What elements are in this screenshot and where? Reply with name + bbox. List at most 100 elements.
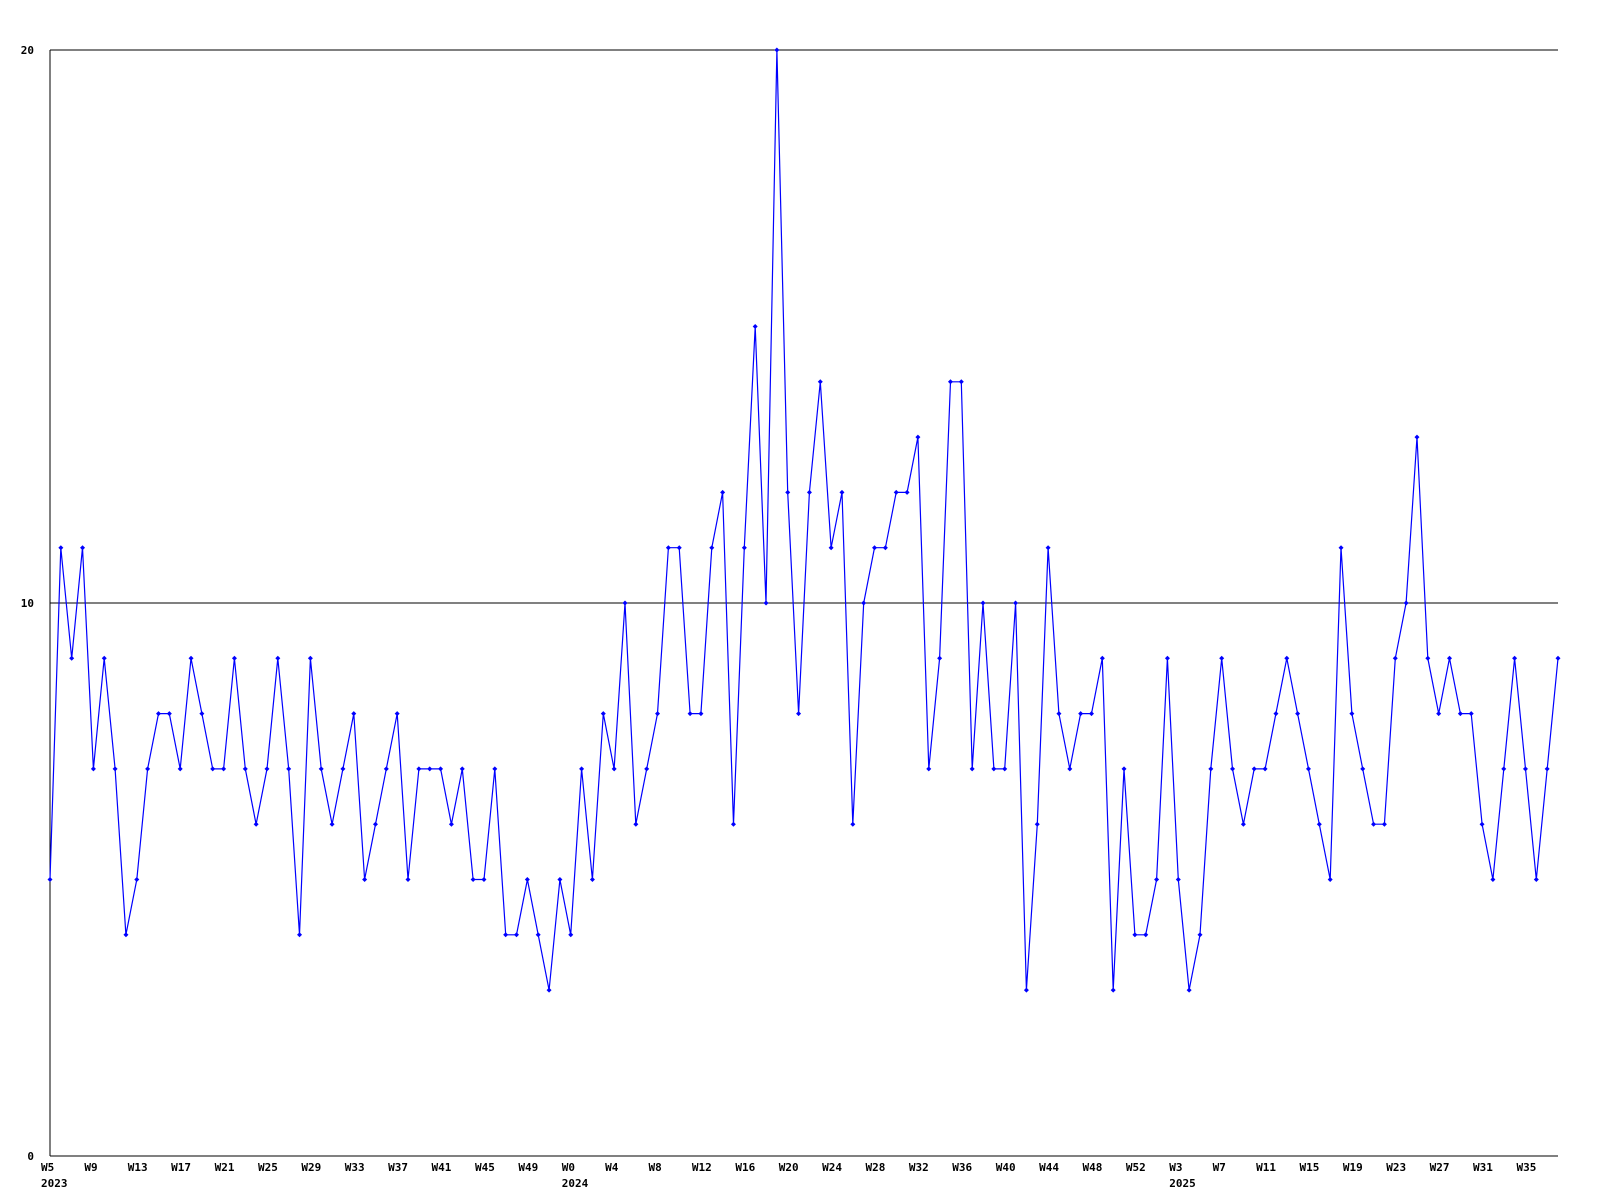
data-point xyxy=(1132,932,1138,938)
x-tick-label: W15 xyxy=(1299,1161,1319,1174)
data-point xyxy=(112,766,118,772)
data-point xyxy=(405,877,411,882)
data-point xyxy=(1403,600,1409,606)
x-tick-label: W8 xyxy=(649,1161,662,1174)
data-point xyxy=(155,711,161,717)
data-point xyxy=(1240,821,1246,827)
data-point xyxy=(503,932,509,938)
data-point xyxy=(1447,655,1453,661)
x-tick-label: W49 xyxy=(518,1161,538,1174)
x-tick-label: W11 xyxy=(1256,1161,1276,1174)
data-point xyxy=(448,821,454,827)
data-point xyxy=(1512,655,1518,661)
data-point xyxy=(1425,655,1431,661)
data-point xyxy=(861,600,867,606)
data-point xyxy=(1230,766,1236,772)
data-point xyxy=(47,877,53,882)
data-point xyxy=(372,821,378,827)
data-point xyxy=(297,932,303,938)
x-tick-label: W4 xyxy=(605,1161,619,1174)
data-point xyxy=(1121,766,1127,772)
data-point xyxy=(1414,434,1420,440)
data-point xyxy=(210,766,216,772)
data-point xyxy=(351,711,357,717)
data-point xyxy=(1490,877,1496,882)
data-point xyxy=(1392,655,1398,661)
data-point xyxy=(58,545,64,551)
data-point xyxy=(741,545,747,551)
data-point xyxy=(1316,821,1322,827)
y-axis-labels: 0 10 20 xyxy=(21,44,34,1163)
data-point xyxy=(1273,711,1279,717)
data-point xyxy=(1533,877,1539,882)
data-point xyxy=(1197,932,1203,938)
data-point xyxy=(752,324,758,329)
data-point xyxy=(69,655,75,661)
data-point xyxy=(221,766,227,772)
data-point xyxy=(253,821,259,827)
data-point xyxy=(1522,766,1528,772)
data-point xyxy=(687,711,693,717)
data-point xyxy=(264,766,270,772)
data-point xyxy=(557,877,563,882)
data-point xyxy=(329,821,335,827)
data-point xyxy=(1034,821,1040,827)
axes xyxy=(49,50,1558,1157)
data-point xyxy=(937,655,943,661)
y-tick-label: 0 xyxy=(27,1150,34,1163)
data-point xyxy=(1088,711,1094,717)
data-point xyxy=(839,489,845,495)
data-point xyxy=(394,711,400,717)
x-axis-labels: W5 2023 W9 W13 W17 W21 W25 W29 W33 W37 W41 W45 W49 W0… xyxy=(41,1161,1536,1190)
x-tick-label: W24 xyxy=(822,1161,842,1174)
data-point xyxy=(492,766,498,772)
series-markers xyxy=(47,47,1561,993)
x-tick-label: W21 xyxy=(215,1161,235,1174)
data-point xyxy=(958,379,964,385)
data-point xyxy=(1479,821,1485,827)
data-point xyxy=(991,766,997,772)
x-tick-label: W20 xyxy=(779,1161,799,1174)
data-point xyxy=(1457,711,1463,717)
data-point xyxy=(1164,655,1170,661)
data-point xyxy=(720,489,726,495)
data-point xyxy=(633,821,639,827)
data-point xyxy=(1371,821,1377,827)
data-point xyxy=(242,766,248,772)
data-point xyxy=(188,655,194,661)
x-tick-label: W48 xyxy=(1082,1161,1102,1174)
x-tick-label: W52 xyxy=(1126,1161,1146,1174)
data-point xyxy=(1099,655,1105,661)
data-point xyxy=(307,655,313,661)
data-point xyxy=(600,711,606,717)
data-point xyxy=(1284,655,1290,661)
data-point xyxy=(177,766,183,772)
data-point xyxy=(915,434,921,440)
data-point xyxy=(1208,766,1214,772)
data-point xyxy=(362,877,368,882)
data-point xyxy=(514,932,520,938)
data-point xyxy=(893,489,899,495)
data-point xyxy=(882,545,888,551)
x-tick-label: W27 xyxy=(1430,1161,1450,1174)
data-point xyxy=(90,766,96,772)
data-point xyxy=(470,877,476,882)
data-point xyxy=(166,711,172,717)
data-point xyxy=(1436,711,1442,717)
x-tick-label: W35 xyxy=(1516,1161,1536,1174)
y-tick-label: 10 xyxy=(21,597,34,610)
x-tick-label: W16 xyxy=(735,1161,755,1174)
data-point xyxy=(123,932,129,938)
data-point xyxy=(1110,987,1116,993)
data-point xyxy=(1078,711,1084,717)
data-point xyxy=(1186,987,1192,993)
x-tick-label: W31 xyxy=(1473,1161,1493,1174)
x-tick-label: W7 xyxy=(1213,1161,1226,1174)
data-point xyxy=(774,47,780,53)
x-tick-label: W45 xyxy=(475,1161,495,1174)
data-point xyxy=(199,711,205,717)
x-tick-label: W23 xyxy=(1386,1161,1406,1174)
data-point xyxy=(1154,877,1160,882)
data-point xyxy=(1544,766,1550,772)
